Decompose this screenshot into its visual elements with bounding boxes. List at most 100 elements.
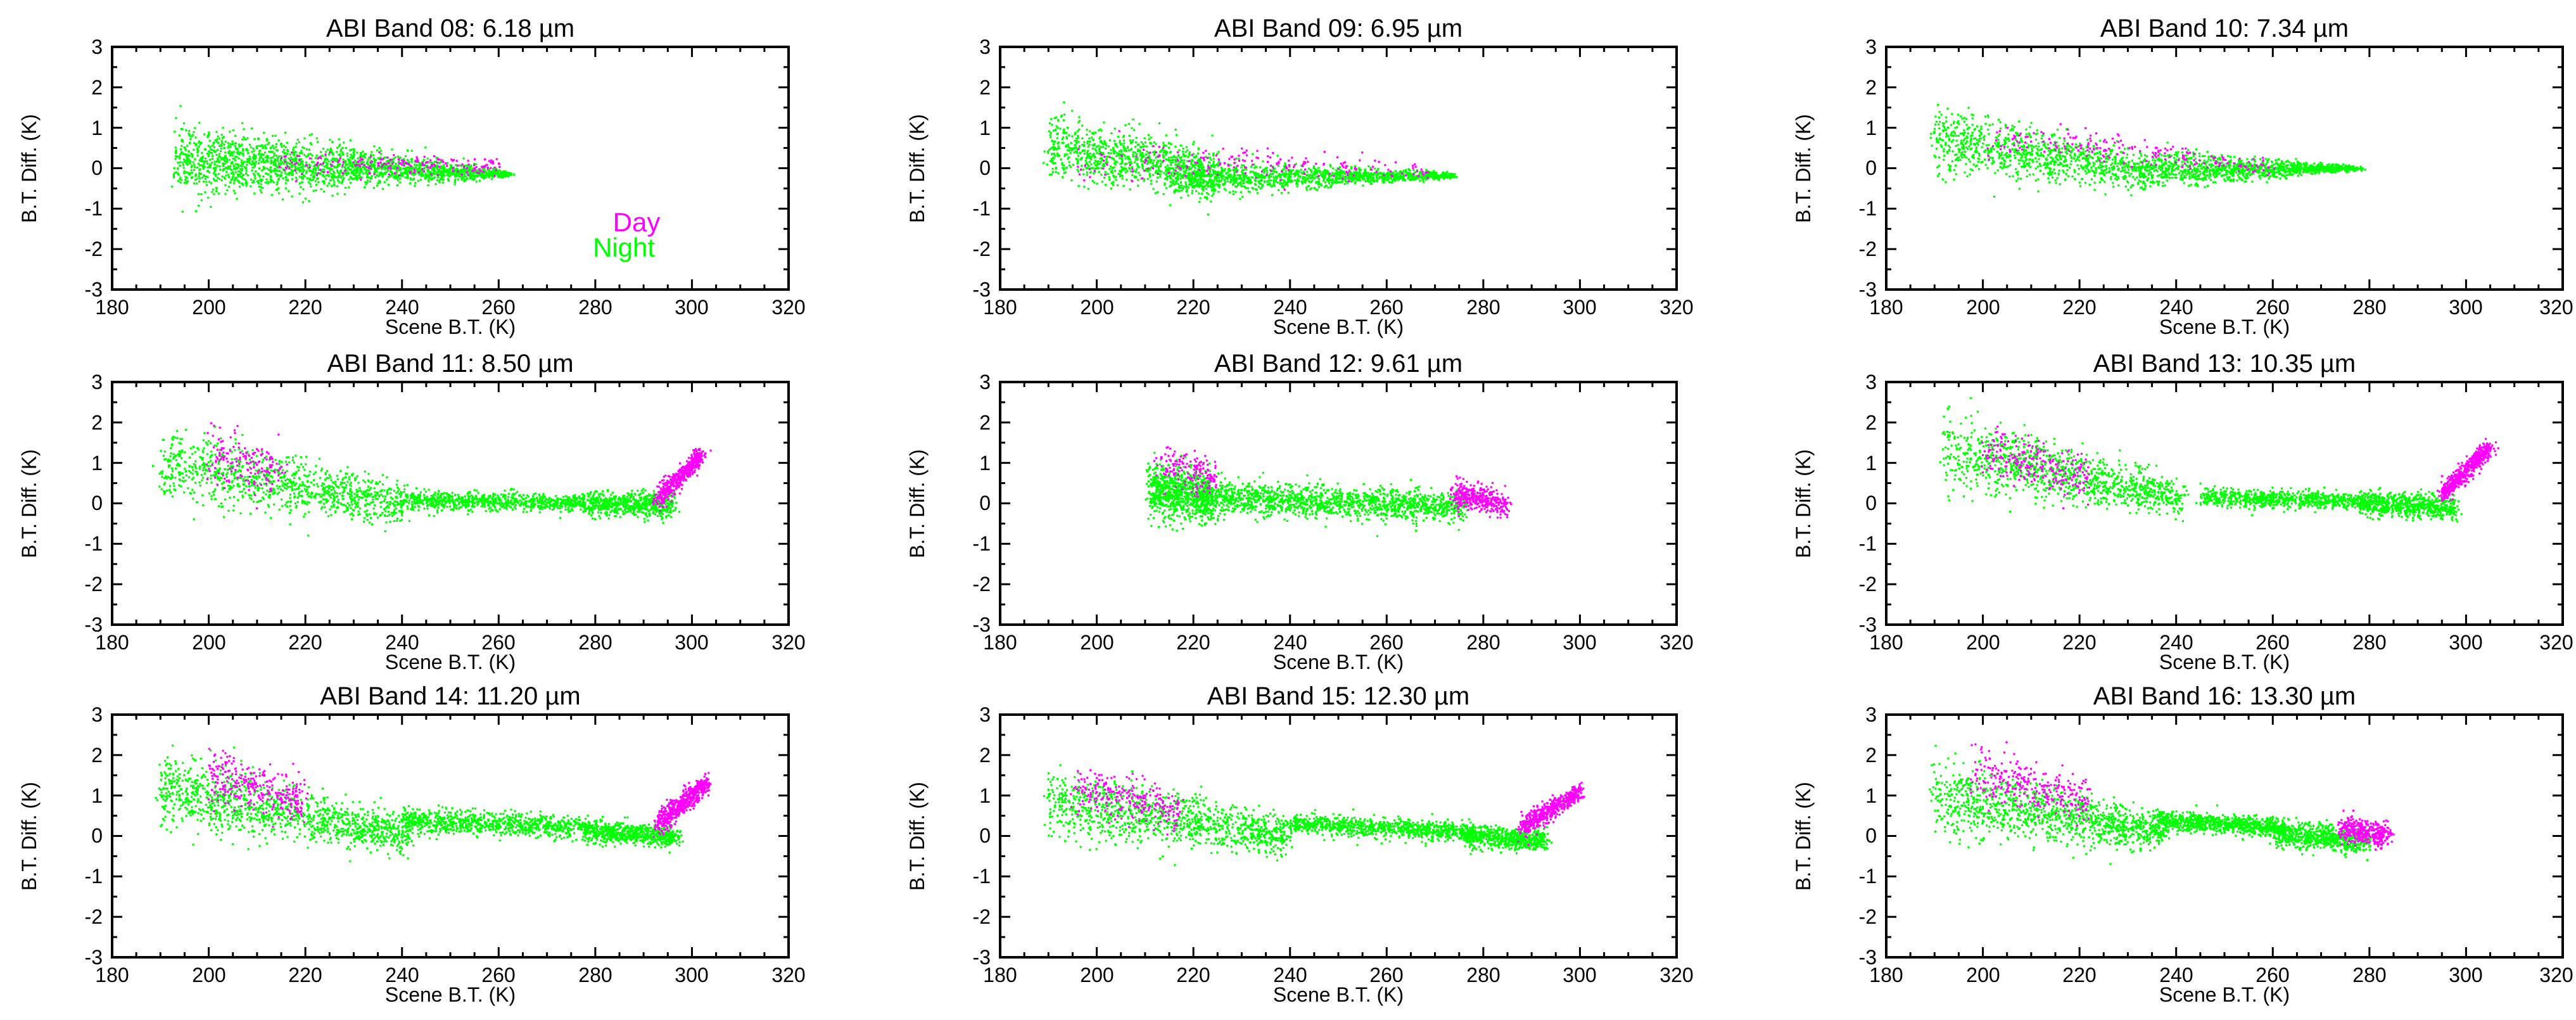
night-point [193,163,196,166]
night-point [291,158,294,160]
night-point [238,152,241,155]
night-point [1050,118,1053,120]
night-point [288,172,290,175]
night-point [1375,173,1378,175]
night-point [236,156,238,158]
night-point [397,179,400,182]
night-point [264,144,267,147]
night-point [507,175,510,178]
day-point [296,155,298,157]
day-point [452,170,455,172]
night-point [1373,172,1375,175]
night-point [1351,178,1354,181]
night-point [510,172,512,175]
day-point [1283,188,1286,191]
night-point [244,172,248,175]
night-point [300,152,303,155]
night-point [1202,172,1205,174]
night-point [329,167,331,170]
night-point [193,148,195,151]
night-point [1235,181,1238,184]
night-point [1090,163,1093,165]
night-point [284,187,287,189]
night-point [2017,177,2020,180]
night-point [450,171,452,174]
night-point [350,182,352,184]
night-point [1132,139,1134,142]
night-point [205,157,207,160]
night-point [1234,170,1236,173]
night-point [468,169,471,171]
night-point [1290,181,1292,183]
night-point [341,146,344,149]
night-point [1177,182,1179,185]
night-point [367,176,370,179]
night-point [1183,166,1185,169]
night-point [206,175,209,178]
night-point [277,139,280,142]
night-point [1188,167,1191,170]
night-point [1224,179,1226,181]
night-point [214,174,217,176]
night-point [1075,137,1078,140]
night-point [1055,170,1057,173]
night-point [1317,186,1320,188]
x-tick-label: 240 [1273,296,1307,319]
night-point [1381,177,1384,180]
night-point [1063,155,1066,157]
night-point [1217,151,1220,153]
day-point [317,162,319,164]
night-point [1203,170,1206,172]
night-point [462,174,465,176]
day-point [466,167,468,170]
night-point [1366,177,1369,179]
night-point [1233,179,1236,182]
night-point [469,167,471,170]
night-point [234,134,236,137]
night-point [1342,175,1345,177]
night-point [194,210,198,212]
night-point [270,179,273,182]
night-point [1354,182,1356,184]
night-point [225,174,227,177]
night-point [216,158,219,160]
night-point [206,134,209,137]
day-point [1293,166,1295,169]
night-point [1117,136,1120,138]
night-point [500,176,502,179]
night-point [1217,171,1220,174]
night-point [300,158,302,161]
night-point [1421,179,1424,181]
day-point [433,163,435,165]
night-point [254,157,257,160]
night-point [1203,196,1206,198]
night-point [295,151,297,153]
night-point [336,176,339,179]
night-point [200,141,203,144]
night-point [1211,174,1214,176]
night-point [1214,175,1216,178]
night-point [1451,174,1454,177]
night-point [462,168,464,171]
night-point [231,152,234,155]
night-point [1305,170,1308,173]
night-point [242,148,244,150]
night-point [1050,136,1052,139]
night-point [273,152,276,155]
day-point [1120,155,1122,157]
night-point [480,175,483,178]
night-point [312,165,315,168]
day-point [407,162,409,165]
night-point [1089,140,1091,143]
night-point [1348,173,1350,175]
night-point [1115,144,1117,147]
day-point [402,161,404,164]
night-point [185,160,187,162]
night-point [253,181,255,184]
day-point [438,158,441,161]
night-point [336,165,339,167]
night-point [1375,174,1378,177]
night-point [1131,166,1133,169]
night-point [1340,181,1342,184]
night-point [236,173,239,176]
